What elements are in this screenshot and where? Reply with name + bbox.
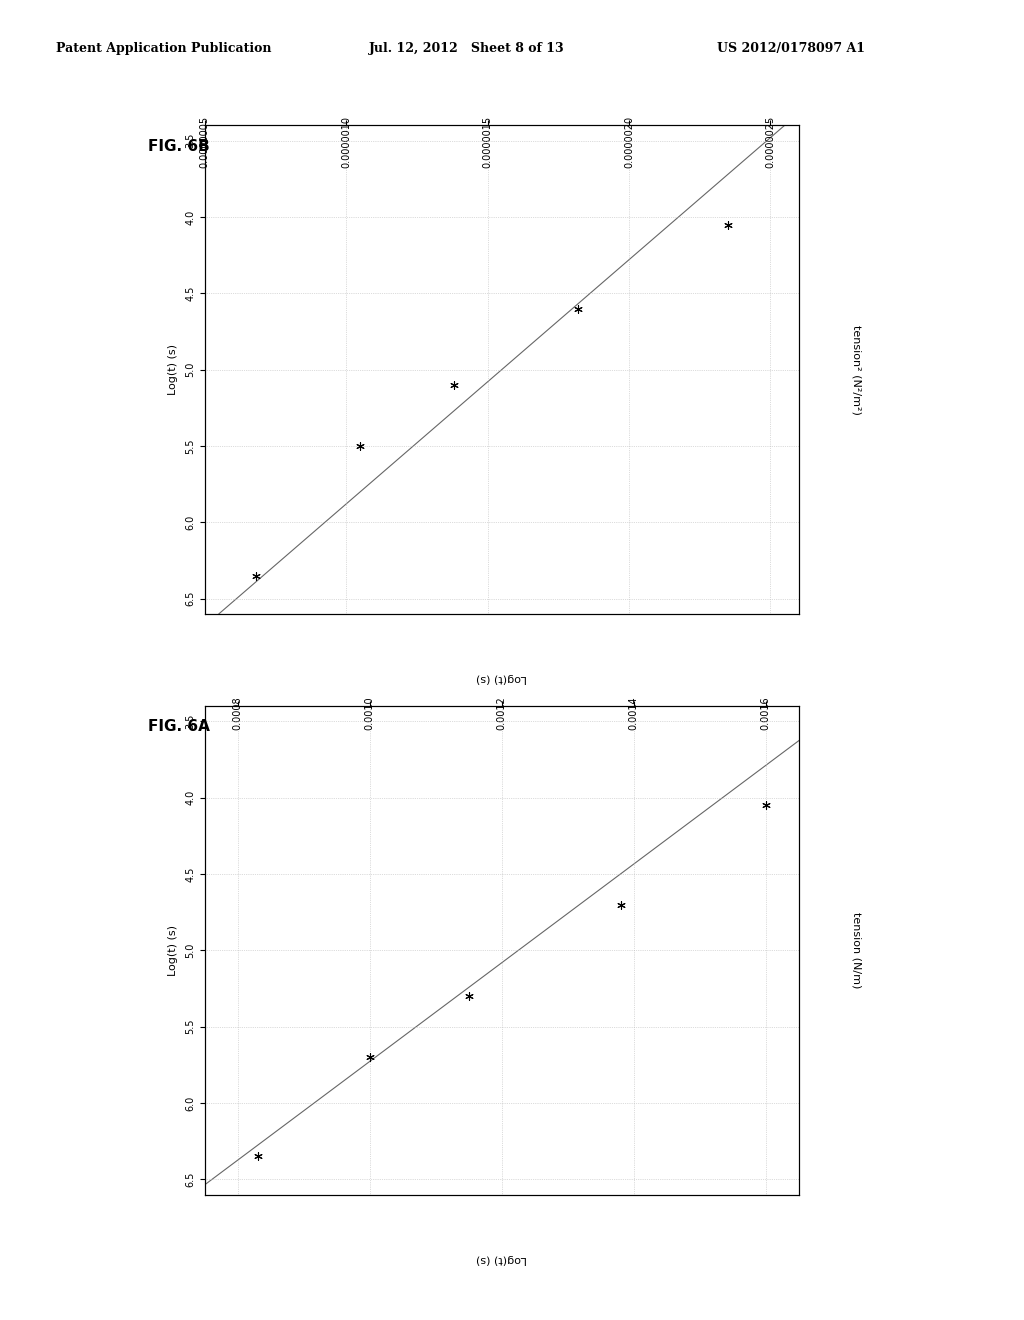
Point — [461, 986, 477, 1007]
Point — [250, 1146, 266, 1167]
Point — [758, 795, 774, 816]
Point — [445, 375, 462, 396]
Text: FIG. 6A: FIG. 6A — [148, 719, 210, 734]
Y-axis label: tension (N/m): tension (N/m) — [851, 912, 861, 989]
Point — [361, 1047, 378, 1068]
Point — [570, 298, 587, 319]
Point — [248, 565, 264, 586]
Text: Patent Application Publication: Patent Application Publication — [56, 42, 271, 55]
Y-axis label: Log(t) (s): Log(t) (s) — [168, 345, 178, 395]
Point — [720, 214, 736, 235]
Text: US 2012/0178097 A1: US 2012/0178097 A1 — [717, 42, 865, 55]
Text: Log(t) (s): Log(t) (s) — [476, 1254, 527, 1265]
Text: Log(t) (s): Log(t) (s) — [476, 673, 527, 684]
Text: Jul. 12, 2012   Sheet 8 of 13: Jul. 12, 2012 Sheet 8 of 13 — [369, 42, 564, 55]
Y-axis label: Log(t) (s): Log(t) (s) — [168, 925, 178, 975]
Y-axis label: tension² (N²/m²): tension² (N²/m²) — [851, 325, 861, 414]
Point — [352, 436, 369, 457]
Point — [612, 894, 629, 915]
Text: FIG. 6B: FIG. 6B — [148, 139, 210, 153]
